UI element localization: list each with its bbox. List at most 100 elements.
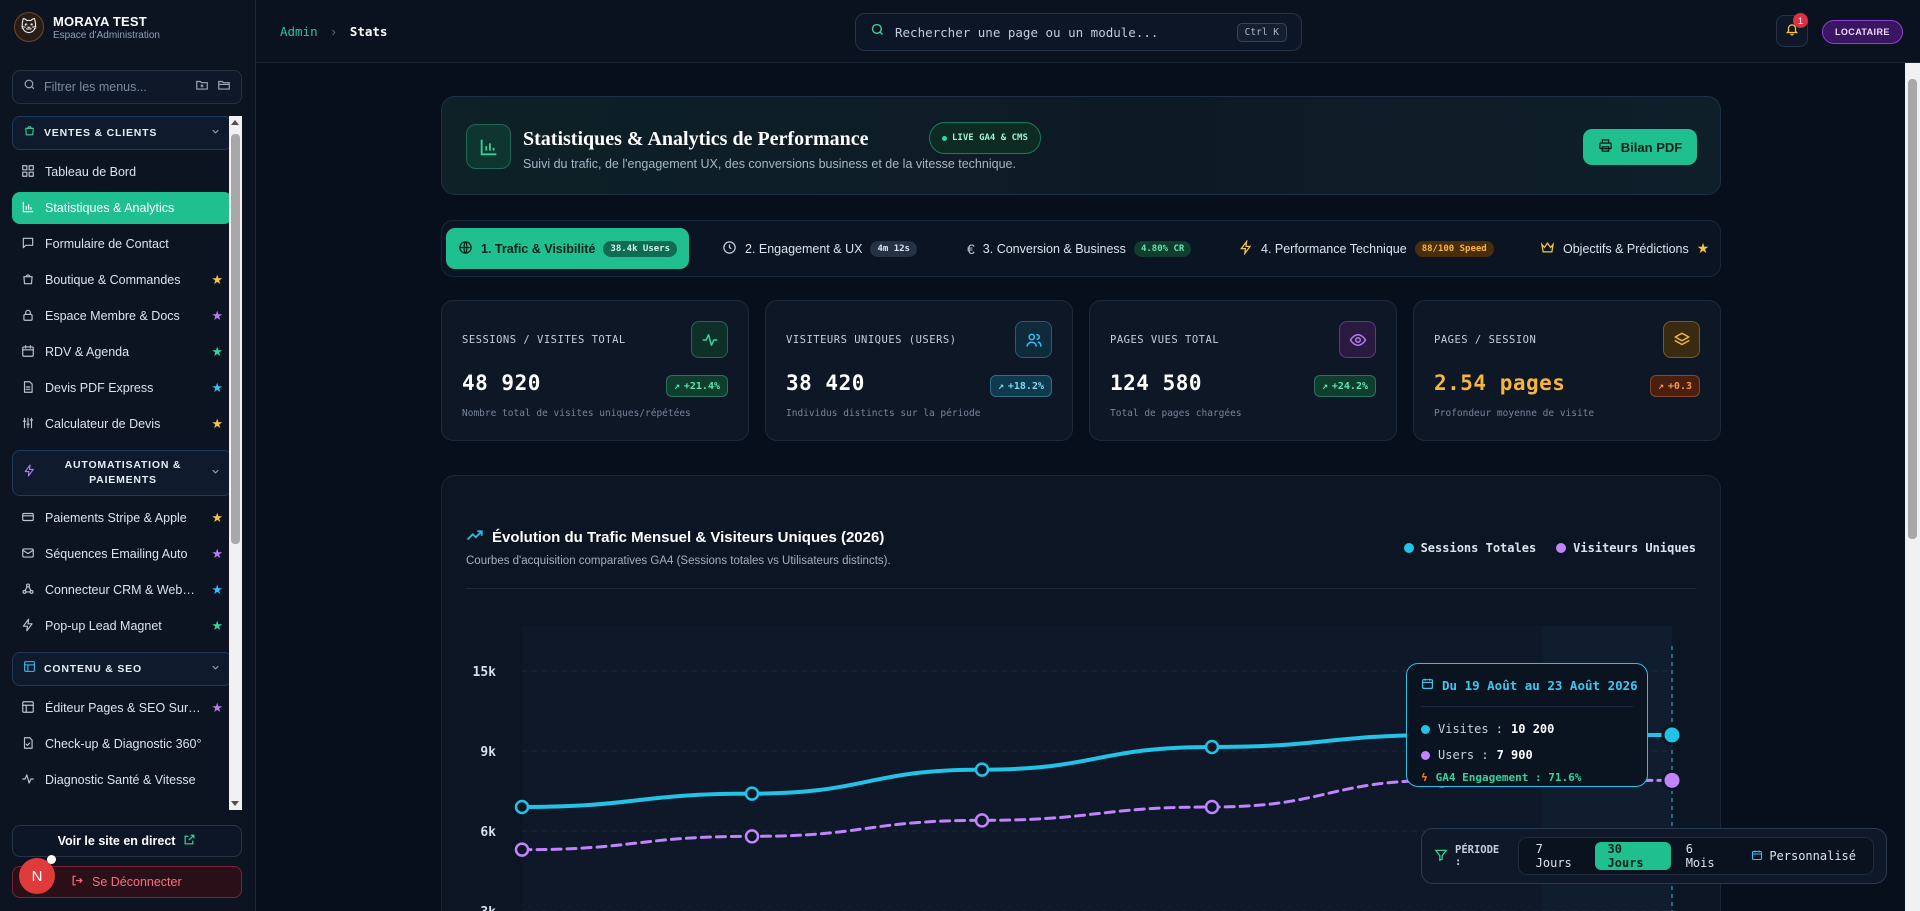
sidebar-item-0-0[interactable]: Tableau de Bord: [12, 156, 232, 188]
sidebar-item-1-0[interactable]: Paiements Stripe & Apple ★: [12, 502, 232, 534]
legend-sessions-label: Sessions Totales: [1420, 541, 1537, 555]
sidebar-item-0-1[interactable]: Statistiques & Analytics: [12, 192, 232, 224]
sidebar-item-2-1[interactable]: Check-up & Diagnostic 360°: [12, 728, 232, 760]
sidebar-item-2-0[interactable]: Éditeur Pages & SEO Sur-Mesure ★: [12, 692, 232, 724]
sidebar-item-1-3[interactable]: Pop-up Lead Magnet ★: [12, 610, 232, 642]
kpi-card-0[interactable]: SESSIONS / VISITES TOTAL 48 920 ↗ +21.4% Nom…: [441, 300, 749, 441]
star-icon: ★: [211, 546, 223, 561]
global-search-input[interactable]: [895, 24, 1227, 40]
kpi-value: 2.54 pages: [1434, 371, 1566, 395]
y-tick-label: 15k: [473, 665, 497, 680]
chart-tooltip: Du 19 Août au 23 Août 2026 Visites : 10 …: [1406, 663, 1648, 787]
breadcrumb: Admin › Stats: [280, 24, 387, 39]
main-scrollbar[interactable]: [1905, 63, 1920, 911]
period-custom-label: Personnalisé: [1769, 849, 1857, 863]
file-check-icon: [21, 736, 35, 753]
kpi-delta: +21.4%: [683, 380, 720, 392]
tooltip-period: Du 19 Août au 23 Août 2026: [1442, 677, 1638, 693]
avatar-status-dot: [47, 855, 56, 864]
period-custom[interactable]: Personnalisé: [1738, 842, 1869, 870]
period-7-days[interactable]: 7 Jours: [1535, 842, 1572, 870]
kpi-card-2[interactable]: PAGES VUES TOTAL 124 580 ↗ +24.2% Total de p…: [1089, 300, 1397, 441]
y-tick-label: 3k: [480, 905, 496, 911]
webhook-icon: [21, 582, 35, 599]
notifications-button[interactable]: [1776, 15, 1808, 47]
period-30-days[interactable]: 30 Jours: [1594, 842, 1671, 870]
sidebar-item-0-2[interactable]: Formulaire de Contact: [12, 228, 232, 260]
kpi-card-3[interactable]: PAGES / SESSION 2.54 pages ↗ +0.3 Profondeur…: [1413, 300, 1721, 441]
chevron-down-icon: [210, 660, 221, 678]
sidebar-item-2-2[interactable]: Diagnostic Santé & Vitesse: [12, 764, 232, 796]
sidebar-scrollbar-thumb[interactable]: [231, 134, 240, 544]
tab-objectives[interactable]: Objectifs & Prédictions ★: [1528, 228, 1721, 269]
sidebar-search-input[interactable]: [44, 80, 184, 94]
period-selector: PÉRIODE : 7 Jours 30 Jours 6 Mois Person…: [1421, 828, 1887, 884]
y-tick-label: 9k: [480, 745, 496, 760]
sidebar-item-0-3[interactable]: Boutique & Commandes ★: [12, 264, 232, 296]
kpi-delta-badge: ↗ +21.4%: [665, 375, 728, 397]
pdf-report-button[interactable]: Bilan PDF: [1583, 129, 1697, 165]
kpi-label: PAGES VUES TOTAL: [1110, 334, 1220, 346]
scroll-down-arrow[interactable]: [231, 801, 239, 806]
sidebar-item-1-1[interactable]: Séquences Emailing Auto ★: [12, 538, 232, 570]
tab-conversion[interactable]: € 3. Conversion & Business 4.80% CR: [955, 228, 1203, 269]
star-icon: ★: [211, 582, 223, 597]
sidebar-item-label: RDV & Agenda: [45, 345, 130, 359]
logout-icon: [71, 874, 84, 890]
eye-icon: [1339, 321, 1376, 358]
sidebar-search: [12, 70, 242, 104]
sidebar-item-0-5[interactable]: RDV & Agenda ★: [12, 336, 232, 368]
sidebar-group-0[interactable]: VENTES & CLIENTS: [12, 116, 232, 150]
sidebar-item-label: Diagnostic Santé & Vitesse: [45, 773, 196, 787]
notification-count-badge: 1: [1793, 13, 1808, 28]
global-search[interactable]: Ctrl K: [855, 13, 1302, 51]
brand-subtitle: Espace d'Administration: [53, 29, 160, 41]
tab-traffic-label: 1. Trafic & Visibilité: [481, 241, 596, 256]
folder-plus-icon[interactable]: [195, 78, 209, 97]
period-6-months[interactable]: 6 Mois: [1685, 842, 1715, 870]
data-point-0-1: [744, 786, 760, 801]
sidebar-item-0-6[interactable]: Devis PDF Express ★: [12, 372, 232, 404]
sidebar-item-0-4[interactable]: Espace Membre & Docs ★: [12, 300, 232, 332]
filter-icon: [1434, 848, 1448, 865]
sidebar-item-0-7[interactable]: Calculateur de Devis ★: [12, 408, 232, 440]
folder-icon[interactable]: [217, 78, 231, 97]
sliders-icon: [21, 416, 35, 433]
data-point-0-5: [1661, 724, 1683, 746]
tab-traffic[interactable]: 1. Trafic & Visibilité 38.4k Users: [446, 228, 690, 269]
visit-site-button[interactable]: Voir le site en direct: [12, 825, 242, 857]
period-label-text: PÉRIODE :: [1455, 844, 1500, 868]
sidebar-menu: VENTES & CLIENTS Tableau de Bord Statistiq…: [12, 116, 232, 810]
brand[interactable]: 🐱 MORAYA TEST Espace d'Administration: [14, 12, 160, 42]
legend-users[interactable]: Visiteurs Uniques: [1556, 541, 1696, 555]
sidebar-item-label: Devis PDF Express: [45, 381, 154, 395]
breadcrumb-admin[interactable]: Admin: [280, 24, 318, 39]
tab-performance[interactable]: 4. Performance Technique 88/100 Speed: [1227, 228, 1506, 269]
file-icon: [21, 380, 35, 397]
role-badge: LOCATAIRE: [1822, 20, 1903, 44]
tab-engagement[interactable]: 2. Engagement & UX 4m 12s: [710, 228, 929, 269]
main-scrollbar-thumb[interactable]: [1908, 79, 1917, 539]
sidebar-group-1[interactable]: AUTOMATISATION & PAIEMENTS: [12, 450, 232, 496]
avatar[interactable]: N: [19, 858, 55, 894]
calendar-icon: [1751, 849, 1763, 864]
kpi-label: VISITEURS UNIQUES (USERS): [786, 334, 957, 346]
sidebar-group-label: CONTENU & SEO: [44, 663, 142, 675]
sidebar-item-1-2[interactable]: Connecteur CRM & Webhooks ★: [12, 574, 232, 606]
tooltip-users-row: Users : 7 900: [1421, 748, 1533, 762]
kpi-delta-badge: ↗ +18.2%: [989, 375, 1052, 397]
legend-sessions[interactable]: Sessions Totales: [1403, 541, 1537, 555]
data-point-1-0: [514, 842, 530, 857]
star-icon: ★: [211, 618, 223, 633]
printer-icon: [1598, 138, 1613, 156]
shortcut-hint: Ctrl K: [1236, 22, 1287, 42]
scroll-up-arrow[interactable]: [231, 120, 239, 125]
kpi-card-1[interactable]: VISITEURS UNIQUES (USERS) 38 420 ↗ +18.2% In…: [765, 300, 1073, 441]
arrow-up-right-icon: ↗: [673, 380, 680, 392]
brand-logo: 🐱: [14, 12, 44, 42]
sidebar-group-label: VENTES & CLIENTS: [44, 127, 158, 139]
tooltip-header: Du 19 Août au 23 Août 2026: [1421, 677, 1638, 693]
sidebar-scrollbar[interactable]: [229, 116, 242, 810]
tooltip-divider: [1421, 706, 1633, 707]
sidebar-group-2[interactable]: CONTENU & SEO: [12, 652, 232, 686]
